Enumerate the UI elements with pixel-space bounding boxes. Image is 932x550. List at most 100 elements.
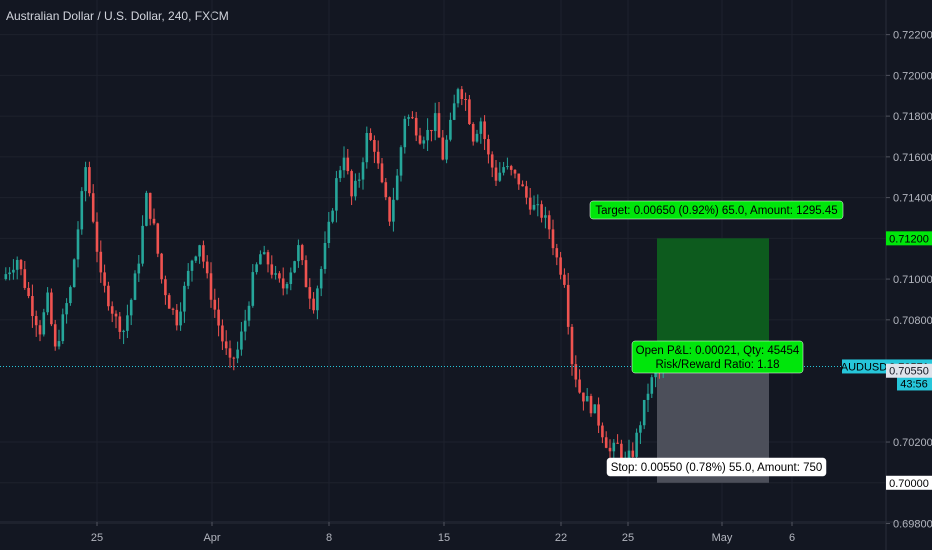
- pnl-label-bg: [631, 340, 804, 374]
- time-tick-label: May: [712, 532, 733, 544]
- stop-label: Stop: 0.00550 (0.78%) 55.0, Amount: 750: [606, 457, 827, 477]
- candle-body: [84, 167, 87, 192]
- candle-body: [369, 133, 372, 141]
- price-axis[interactable]: 0.72200 0.72000 0.71800 0.71600 0.71400 0.712…: [886, 30, 932, 531]
- candle-body: [46, 292, 49, 313]
- candle-body: [80, 191, 84, 230]
- candle-body: [627, 450, 631, 459]
- candle-body: [262, 252, 266, 255]
- candle-body: [601, 425, 604, 438]
- candle-body: [297, 245, 300, 262]
- candle-body: [483, 121, 486, 140]
- candle-body: [608, 447, 612, 452]
- candle-body: [34, 316, 38, 326]
- candle-body: [126, 315, 129, 331]
- candle-body: [376, 151, 380, 164]
- candle-body: [346, 157, 350, 172]
- candle-body: [243, 320, 247, 332]
- candle-body: [642, 399, 646, 426]
- candle-body: [532, 204, 536, 210]
- candle-body: [266, 252, 270, 265]
- candle-body: [433, 113, 437, 132]
- symbol-tag-bg: [842, 359, 886, 374]
- candle-body: [616, 442, 619, 444]
- candle-body: [513, 169, 517, 174]
- candle-body: [422, 140, 426, 144]
- price-tick-label: 0.71800: [893, 111, 932, 123]
- last-price-tag-text: 0.70550: [889, 366, 929, 378]
- candle-body: [205, 261, 209, 274]
- position-labels: Target: 0.00650 (0.92%) 65.0, Amount: 12…: [589, 200, 844, 477]
- candle-body: [494, 167, 498, 181]
- candle-body: [650, 377, 654, 394]
- stop-price-tag-text: 0.70000: [889, 478, 929, 490]
- candle-body: [312, 298, 315, 311]
- candle-body: [289, 272, 293, 284]
- candle-body: [38, 325, 42, 335]
- candle-body: [50, 292, 53, 325]
- time-tick-label: 25: [622, 532, 634, 544]
- candle-body: [536, 204, 540, 206]
- candle-body: [502, 167, 505, 173]
- candle-body: [316, 288, 319, 311]
- candle-body: [547, 215, 551, 230]
- candles: [4, 86, 665, 469]
- candle-body: [65, 303, 68, 315]
- candle-body: [122, 330, 125, 332]
- candle-body: [555, 248, 559, 258]
- candle-body: [589, 396, 593, 414]
- pnl-label: Open P&L: 0.00021, Qty: 45454 Risk/Reward…: [631, 340, 804, 374]
- time-axis[interactable]: 25 Apr 8 15 22 25 May 6: [91, 522, 795, 544]
- candle-body: [319, 269, 323, 289]
- candle-body: [91, 193, 95, 222]
- candle-body: [604, 437, 608, 448]
- candle-body: [407, 117, 410, 119]
- price-tick-label: 0.71000: [893, 274, 932, 286]
- candle-body: [612, 442, 616, 452]
- candle-body: [373, 140, 376, 152]
- candle-body: [114, 313, 118, 317]
- candle-body: [517, 173, 521, 185]
- candle-body: [251, 272, 255, 306]
- candle-body: [213, 299, 217, 310]
- candle-body: [441, 137, 445, 160]
- candle-body: [228, 348, 232, 358]
- pnl-label-text: Risk/Reward Ratio: 1.18: [656, 359, 780, 371]
- candle-body: [403, 118, 407, 148]
- candle-body: [31, 296, 34, 317]
- candle-body: [597, 404, 600, 426]
- candle-body: [487, 139, 490, 155]
- candle-body: [255, 264, 258, 273]
- candle-body: [190, 260, 194, 271]
- candle-body: [285, 283, 289, 289]
- chart-title: Australian Dollar / U.S. Dollar, 240, FX…: [6, 9, 229, 23]
- candle-body: [578, 379, 581, 393]
- candle-body: [278, 273, 281, 279]
- candle-body: [452, 103, 456, 120]
- candle-body: [198, 245, 201, 257]
- candle-body: [240, 331, 243, 350]
- candle-body: [384, 182, 388, 198]
- price-tick-label: 0.72000: [893, 70, 932, 82]
- candle-body: [95, 221, 99, 252]
- candle-body: [259, 254, 262, 265]
- candle-body: [160, 253, 163, 280]
- candle-body: [411, 117, 414, 119]
- candle-body: [274, 273, 277, 275]
- candle-body: [460, 89, 464, 100]
- candle-body: [468, 99, 471, 125]
- candle-body: [152, 218, 156, 224]
- candle-body: [4, 274, 8, 280]
- candle-body: [148, 192, 152, 219]
- candle-body: [475, 133, 479, 142]
- candle-body: [118, 316, 122, 332]
- stop-price-tag-bg: [886, 475, 932, 490]
- price-tick-label: 0.71400: [893, 193, 932, 205]
- candle-body: [392, 199, 395, 222]
- candle-body: [57, 341, 61, 347]
- candle-body: [8, 272, 11, 275]
- candle-body: [426, 129, 429, 141]
- target-price-tag-bg: [886, 231, 932, 246]
- candle-body: [593, 404, 597, 414]
